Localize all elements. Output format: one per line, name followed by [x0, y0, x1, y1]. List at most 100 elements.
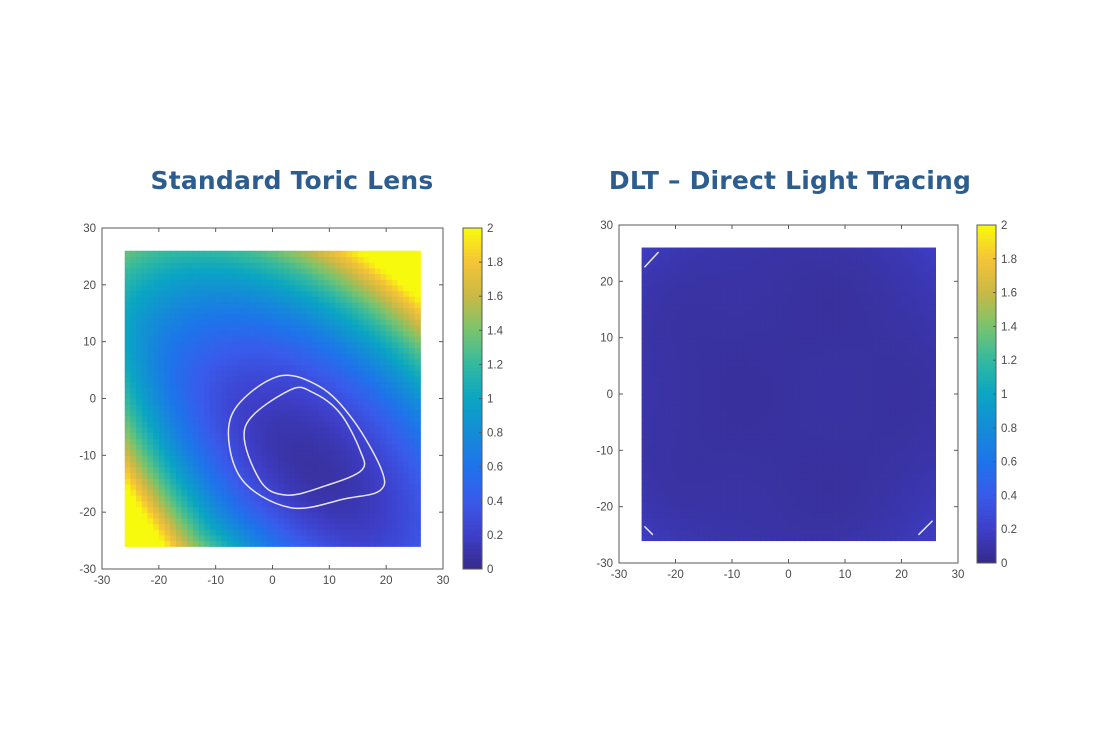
heatmap-cell [867, 337, 874, 344]
heatmap-cell [845, 512, 852, 519]
heatmap-cell [754, 422, 761, 429]
heatmap-cell [306, 381, 313, 388]
heatmap-cell [743, 371, 750, 378]
heatmap-cell [369, 387, 376, 394]
heatmap-cell [414, 523, 421, 530]
heatmap-cell [352, 404, 359, 411]
heatmap-cell [204, 381, 211, 388]
heatmap-cell [856, 258, 863, 266]
heatmap-cell [867, 315, 874, 322]
heatmap-cell [811, 388, 818, 395]
heatmap-cell [861, 450, 869, 457]
heatmap-cell [261, 307, 268, 314]
heatmap-cell [777, 506, 784, 513]
heatmap-cell [861, 461, 869, 468]
heatmap-cell [170, 273, 177, 280]
heatmap-cell [669, 416, 677, 423]
heatmap-cell [709, 315, 716, 322]
heatmap-cell [261, 284, 268, 292]
heatmap-cell [124, 301, 132, 309]
heatmap-cell [715, 326, 722, 333]
heatmap-cell [777, 275, 784, 282]
heatmap-cell [272, 483, 279, 491]
heatmap-cell [726, 455, 733, 463]
heatmap-cell [652, 337, 660, 344]
heatmap-cell [698, 377, 705, 384]
heatmap-cell [374, 318, 382, 326]
heatmap-cell [403, 370, 410, 377]
heatmap-cell [743, 354, 750, 361]
heatmap-cell [720, 410, 727, 418]
heatmap-cell [805, 332, 812, 339]
heatmap-cell [289, 461, 296, 468]
colorbar-segment [463, 292, 482, 297]
heatmap-cell [397, 398, 404, 405]
heatmap-cell [828, 286, 835, 294]
heatmap-cell [788, 410, 795, 418]
heatmap-cell [374, 364, 382, 371]
heatmap-cell [839, 309, 846, 316]
heatmap-cell [828, 461, 835, 468]
heatmap-cell [715, 320, 722, 327]
heatmap-cell [266, 421, 274, 428]
heatmap-cell [136, 381, 143, 388]
heatmap-cell [861, 439, 869, 446]
heatmap-cell [658, 377, 665, 384]
heatmap-cell [403, 358, 410, 365]
heatmap-cell [136, 341, 143, 348]
heatmap-cell [329, 284, 336, 292]
heatmap-cell [692, 286, 699, 294]
heatmap-cell [244, 290, 251, 297]
heatmap-cell [816, 309, 823, 316]
heatmap-cell [408, 330, 416, 337]
heatmap-cell [272, 290, 279, 297]
heatmap-cell [244, 301, 251, 309]
heatmap-cell [306, 301, 313, 309]
heatmap-cell [238, 324, 245, 331]
heatmap-cell [856, 377, 863, 384]
heatmap-cell [187, 330, 194, 337]
heatmap-cell [647, 343, 654, 350]
heatmap-cell [295, 534, 302, 542]
heatmap-cell [777, 405, 784, 412]
heatmap-cell [329, 443, 336, 451]
heatmap-cell [340, 364, 347, 371]
heatmap-cell [244, 517, 251, 525]
heatmap-cell [289, 381, 296, 388]
heatmap-cell [658, 348, 665, 356]
heatmap-cell [822, 444, 829, 451]
heatmap-cell [743, 478, 750, 485]
heatmap-cell [828, 534, 835, 542]
heatmap-cell [181, 438, 188, 445]
heatmap-cell [266, 483, 274, 491]
heatmap-cell [278, 256, 285, 263]
heatmap-cell [198, 404, 205, 411]
heatmap-cell [261, 375, 268, 383]
heatmap-cell [760, 501, 767, 508]
heatmap-cell [386, 449, 393, 456]
heatmap-cell [771, 439, 778, 446]
heatmap-cell [306, 443, 313, 451]
heatmap-cell [794, 501, 801, 508]
heatmap-cell [261, 256, 268, 263]
heatmap-cell [130, 432, 137, 439]
heatmap-cell [686, 467, 694, 474]
heatmap-cell [391, 313, 399, 320]
heatmap-cell [397, 438, 404, 445]
heatmap-cell [675, 495, 682, 502]
heatmap-cell [403, 478, 410, 485]
heatmap-cell [652, 517, 660, 525]
heatmap-cell [249, 267, 257, 275]
heatmap-cell [748, 326, 756, 333]
heatmap-cell [153, 517, 160, 525]
heatmap-cell [669, 433, 677, 440]
heatmap-cell [136, 301, 143, 309]
heatmap-cell [692, 337, 699, 344]
heatmap-cell [692, 422, 699, 429]
heatmap-cell [403, 318, 410, 326]
heatmap-cell [850, 320, 857, 327]
heatmap-cell [136, 529, 143, 536]
heatmap-cell [652, 382, 660, 389]
heatmap-cell [799, 450, 807, 457]
